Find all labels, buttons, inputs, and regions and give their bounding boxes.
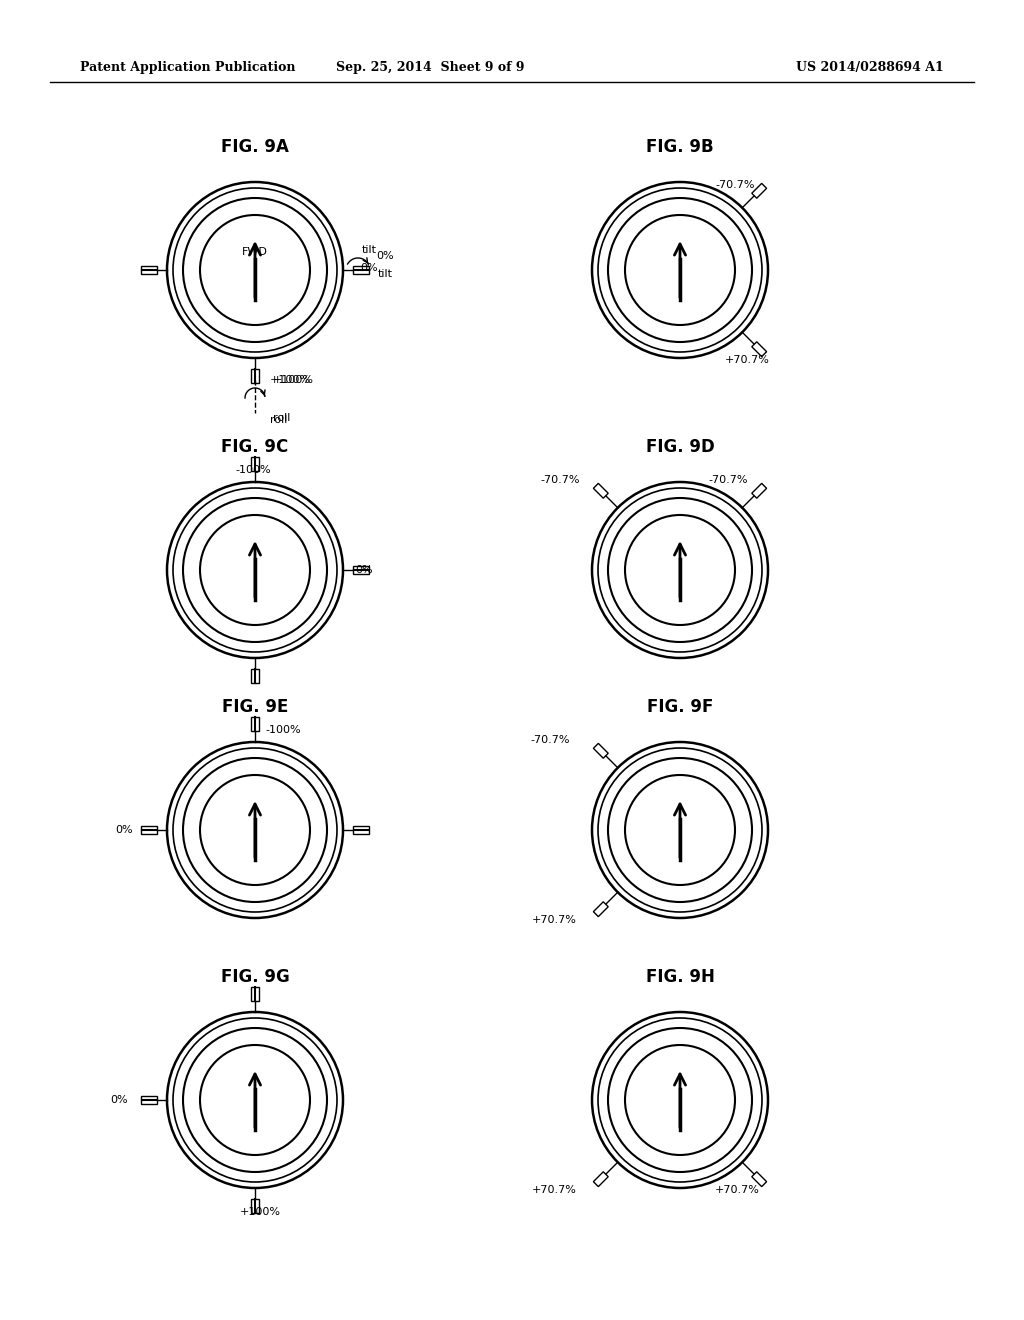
Bar <box>752 483 767 498</box>
Bar <box>251 370 259 383</box>
Text: FIG. 9D: FIG. 9D <box>645 438 715 455</box>
Circle shape <box>608 498 752 642</box>
Circle shape <box>625 515 735 624</box>
Text: FIG. 9G: FIG. 9G <box>220 968 290 986</box>
Circle shape <box>608 198 752 342</box>
Circle shape <box>183 758 327 902</box>
Text: tilt: tilt <box>362 246 377 255</box>
Text: 0%: 0% <box>115 825 133 836</box>
Circle shape <box>200 1045 310 1155</box>
Text: +70.7%: +70.7% <box>532 1185 577 1195</box>
Text: Patent Application Publication: Patent Application Publication <box>80 62 296 74</box>
Text: -70.7%: -70.7% <box>540 475 580 484</box>
Bar <box>353 826 369 834</box>
Circle shape <box>608 758 752 902</box>
Bar <box>593 743 608 758</box>
Circle shape <box>200 775 310 884</box>
Text: +100%: +100% <box>270 375 311 385</box>
Text: FIG. 9A: FIG. 9A <box>221 139 289 156</box>
Text: FIG. 9H: FIG. 9H <box>645 968 715 986</box>
Circle shape <box>625 775 735 884</box>
Text: Sep. 25, 2014  Sheet 9 of 9: Sep. 25, 2014 Sheet 9 of 9 <box>336 62 524 74</box>
Text: FIG. 9F: FIG. 9F <box>647 698 713 715</box>
Text: +100%: +100% <box>240 1206 281 1217</box>
Text: roll: roll <box>270 414 288 425</box>
Bar <box>141 267 157 275</box>
Text: +70.7%: +70.7% <box>725 355 770 366</box>
Circle shape <box>183 198 327 342</box>
Text: FIG. 9C: FIG. 9C <box>221 438 289 455</box>
Text: 0%: 0% <box>360 263 378 273</box>
Bar <box>593 902 608 916</box>
Circle shape <box>608 1028 752 1172</box>
Text: 0%: 0% <box>110 1096 128 1105</box>
Text: 0%: 0% <box>355 565 373 576</box>
Circle shape <box>183 498 327 642</box>
Circle shape <box>625 215 735 325</box>
Bar <box>141 826 157 834</box>
Bar <box>752 183 767 198</box>
Text: +70.7%: +70.7% <box>715 1185 760 1195</box>
Circle shape <box>200 215 310 325</box>
Circle shape <box>183 1028 327 1172</box>
Text: -100%: -100% <box>265 725 301 735</box>
Text: -70.7%: -70.7% <box>715 180 755 190</box>
Text: 0%: 0% <box>376 251 393 261</box>
Text: +100%: +100% <box>273 375 314 385</box>
Text: FIG. 9B: FIG. 9B <box>646 139 714 156</box>
Circle shape <box>200 515 310 624</box>
Text: +70.7%: +70.7% <box>532 915 577 925</box>
Text: -70.7%: -70.7% <box>530 735 569 744</box>
Bar <box>353 566 369 574</box>
Circle shape <box>625 1045 735 1155</box>
Bar <box>251 457 259 471</box>
Bar <box>752 342 767 356</box>
Text: tilt: tilt <box>378 269 393 279</box>
Text: FIG. 9E: FIG. 9E <box>222 698 288 715</box>
Text: roll: roll <box>273 413 291 422</box>
Bar <box>251 669 259 682</box>
Text: -100%: -100% <box>234 465 270 475</box>
Bar <box>593 483 608 498</box>
Text: FWD: FWD <box>242 247 268 257</box>
Bar <box>251 1199 259 1213</box>
Bar <box>141 1096 157 1104</box>
Bar <box>593 1172 608 1187</box>
Bar <box>353 267 369 275</box>
Bar <box>251 717 259 731</box>
Text: -70.7%: -70.7% <box>708 475 748 484</box>
Bar <box>752 1172 767 1187</box>
Text: US 2014/0288694 A1: US 2014/0288694 A1 <box>796 62 944 74</box>
Bar <box>251 987 259 1001</box>
